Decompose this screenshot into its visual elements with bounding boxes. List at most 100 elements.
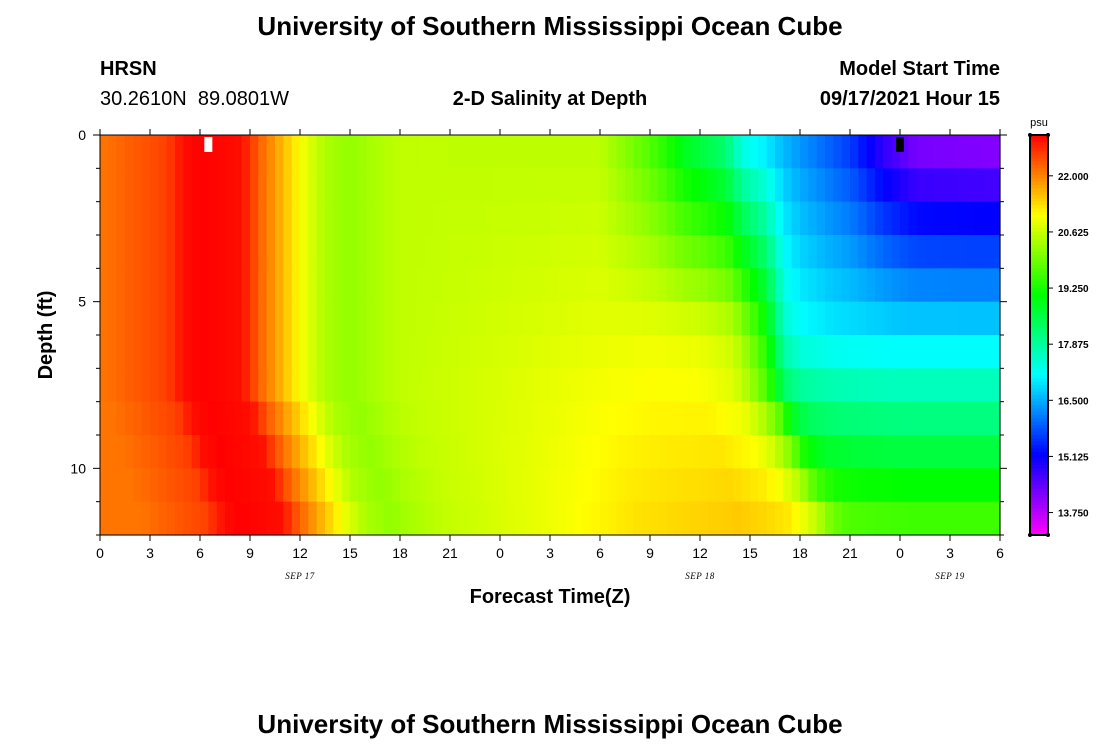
heatmap-cell [575, 201, 584, 236]
heatmap-cell [550, 401, 559, 436]
heatmap-cell [958, 268, 968, 303]
heatmap-cell [183, 235, 193, 269]
heatmap-cell [133, 435, 143, 469]
heatmap-cell [966, 435, 976, 469]
heatmap-cell [450, 235, 459, 269]
heatmap-cell [908, 168, 918, 203]
heatmap-cell [208, 201, 218, 236]
heatmap-cell [633, 401, 643, 436]
heatmap-cell [658, 135, 668, 169]
heatmap-cell [891, 201, 901, 236]
heatmap-cell [591, 335, 601, 369]
heatmap-cell [925, 401, 934, 436]
heatmap-cell [858, 435, 868, 469]
heatmap-cell [625, 435, 634, 469]
heatmap-cell [925, 301, 934, 336]
heatmap-cell [350, 235, 359, 269]
colorbar-segment [1030, 461, 1048, 466]
heatmap-cell [650, 135, 659, 169]
plot-title: 2-D Salinity at Depth [453, 88, 647, 110]
x-tick-label: 12 [692, 545, 708, 561]
heatmap-cell [291, 135, 301, 169]
heatmap-cell [625, 135, 634, 169]
colorbar-segment [1030, 378, 1048, 383]
heatmap-cell [350, 301, 359, 336]
heatmap-cell [966, 135, 976, 169]
heatmap-cell [391, 401, 401, 436]
heatmap-cell [758, 201, 768, 236]
heatmap-cell [575, 168, 584, 203]
heatmap-cell [941, 201, 951, 236]
heatmap-cell [808, 135, 818, 169]
heatmap-cell [908, 435, 918, 469]
heatmap-cell [491, 168, 501, 203]
heatmap-cell [216, 368, 226, 403]
heatmap-cell [866, 401, 876, 436]
heatmap-cell [266, 201, 276, 236]
colorbar-segment [1030, 255, 1048, 259]
heatmap-cell [416, 201, 426, 236]
heatmap-cell [375, 201, 384, 236]
heatmap-cell [258, 135, 268, 169]
heatmap-cell [766, 401, 776, 436]
heatmap-cell [266, 168, 276, 203]
footer-title: University of Southern Mississippi Ocean… [257, 709, 842, 739]
heatmap-cell [416, 468, 426, 503]
heatmap-cell [916, 301, 926, 336]
heatmap-cell [200, 301, 209, 336]
heatmap-cell [391, 468, 401, 503]
heatmap-cell [475, 401, 484, 436]
heatmap-cell [583, 168, 593, 203]
heatmap-cell [791, 468, 801, 503]
heatmap-cell [258, 435, 268, 469]
heatmap-cell [358, 235, 368, 269]
heatmap-cell [916, 268, 926, 303]
heatmap-cell [133, 235, 143, 269]
heatmap-cell [300, 368, 309, 403]
heatmap-cell [841, 168, 851, 203]
colorbar-segment [1030, 501, 1048, 506]
heatmap-cell [225, 435, 234, 469]
colorbar-segment [1030, 385, 1048, 389]
heatmap-cell [858, 235, 868, 269]
colorbar-tick-label: 16.500 [1058, 396, 1089, 407]
heatmap-cell [908, 135, 918, 169]
heatmap-cell [508, 168, 518, 203]
heatmap-cell [700, 235, 709, 269]
heatmap-cell [641, 201, 651, 236]
heatmap-cell [666, 268, 676, 303]
heatmap-cell [241, 301, 251, 336]
heatmap-cell [750, 301, 759, 336]
heatmap-cell [841, 135, 851, 169]
heatmap-cell [483, 435, 493, 469]
heatmap-cell [250, 268, 259, 303]
heatmap-cell [300, 235, 309, 269]
heatmap-cell [408, 135, 418, 169]
heatmap-cell [650, 268, 659, 303]
heatmap-cell [700, 468, 709, 503]
heatmap-cell [125, 301, 134, 336]
heatmap-cell [175, 501, 184, 536]
heatmap-cell [691, 268, 701, 303]
colorbar-segment [1030, 425, 1048, 429]
heatmap-cell [100, 135, 109, 169]
heatmap-cell [325, 301, 334, 336]
heatmap-cell [300, 201, 309, 236]
heatmap-cell [108, 501, 118, 536]
heatmap-cell [141, 501, 151, 536]
heatmap-cell [933, 235, 943, 269]
heatmap-cell [366, 401, 376, 436]
heatmap-cell [483, 301, 493, 336]
heatmap-cell [716, 201, 726, 236]
heatmap-cell [266, 268, 276, 303]
forecast-marker [896, 137, 904, 152]
heatmap-cell [225, 401, 234, 436]
heatmap-cell [983, 301, 993, 336]
heatmap-cell [783, 335, 793, 369]
heatmap-cell [541, 335, 551, 369]
heatmap-cell [150, 368, 159, 403]
heatmap-cell [600, 201, 609, 236]
heatmap-cell [366, 135, 376, 169]
heatmap-cell [416, 235, 426, 269]
heatmap-cell [708, 468, 718, 503]
